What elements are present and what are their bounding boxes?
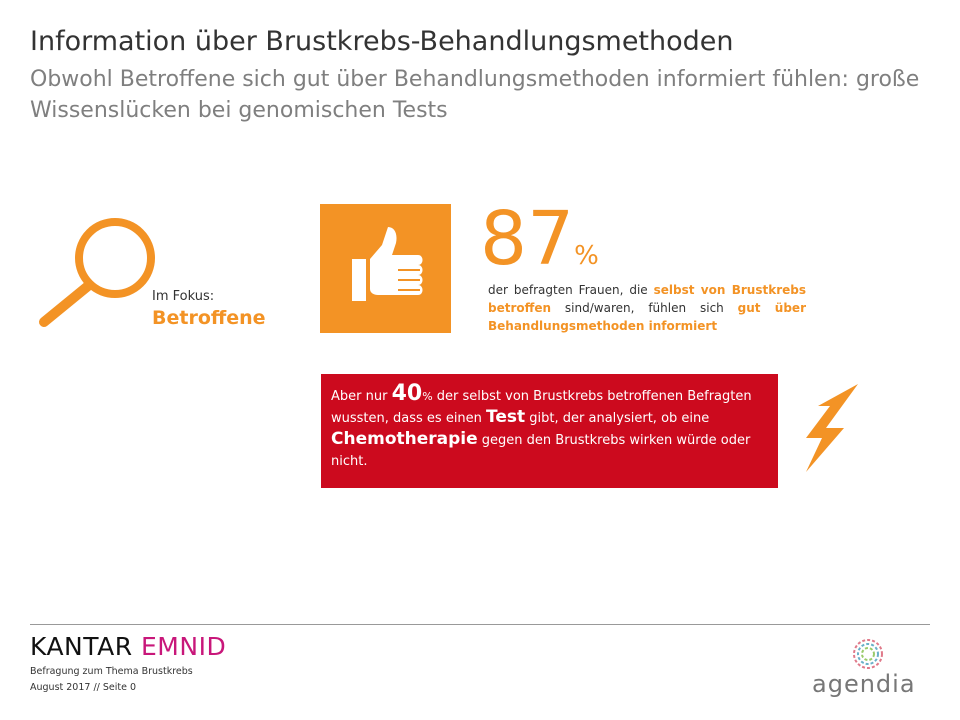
- subtitle: Obwohl Betroffene sich gut über Behandlu…: [30, 67, 920, 123]
- text: der befragten Frauen, die: [488, 283, 654, 297]
- stat: 87%: [480, 196, 599, 299]
- highlight: 40: [391, 381, 423, 406]
- highlight: selbst von Brustkrebs betroffen: [488, 283, 806, 315]
- partner-icon: [853, 639, 883, 669]
- title: Information über Brustkrebs-Behandlungsm…: [30, 26, 734, 57]
- unit: %: [422, 390, 433, 403]
- magnifier-icon: [39, 218, 155, 327]
- partner: agendia: [812, 670, 916, 698]
- text: Aber nur: [331, 389, 392, 404]
- focus-group: Betroffene: [152, 307, 266, 329]
- thumbs-up-icon: [320, 204, 451, 333]
- page-info: August 2017 // Seite 0: [30, 682, 137, 693]
- brand: EMNID: [141, 632, 227, 661]
- lightning-icon: [806, 384, 858, 472]
- stat-value: 87: [480, 196, 575, 282]
- focus-label: Im Fokus:: [152, 289, 215, 304]
- alert-box: Aber nur 40% der selbst von Brustkrebs b…: [321, 374, 778, 488]
- highlight: Test: [486, 407, 526, 427]
- divider: [30, 624, 930, 625]
- text: sind/waren, fühlen sich: [551, 301, 738, 315]
- brand: KANTAR: [30, 632, 133, 661]
- text: gegen den Brustkrebs wirken würde oder n…: [331, 433, 751, 469]
- highlight: gut über Behandlungsmethoden informiert: [488, 301, 806, 333]
- stat-text: der befragten Frauen, die selbst von Bru…: [488, 281, 806, 335]
- stat-unit: %: [574, 241, 599, 271]
- survey: Befragung zum Thema Brustkrebs: [30, 666, 193, 677]
- brand-logo: KANTAR EMNID: [30, 632, 226, 661]
- highlight: Chemotherapie: [331, 429, 478, 449]
- text: gibt, der analysiert, ob eine: [525, 411, 710, 426]
- text: der selbst von Brustkrebs betroffenen Be…: [331, 389, 752, 426]
